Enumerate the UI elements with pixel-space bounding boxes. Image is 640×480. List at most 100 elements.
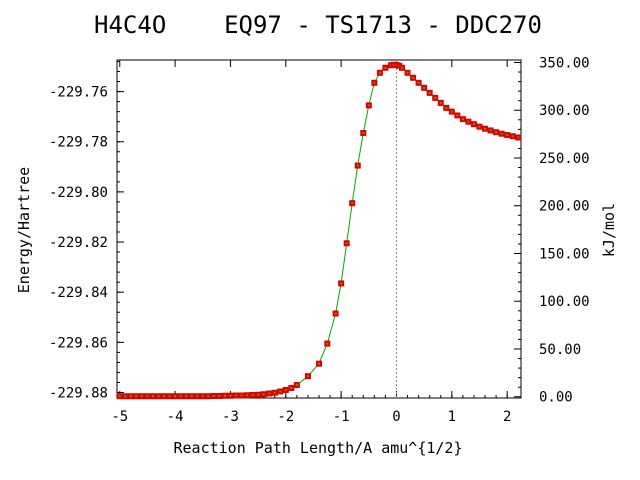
x-axis-label: Reaction Path Length/A amu^{1/2} bbox=[174, 439, 463, 457]
data-point-center bbox=[478, 125, 481, 128]
data-point-center bbox=[326, 342, 329, 345]
data-point-center bbox=[240, 394, 243, 397]
x-tick-label: -2 bbox=[277, 409, 294, 425]
data-point-center bbox=[151, 395, 154, 398]
data-point-center bbox=[124, 395, 127, 398]
data-point-center bbox=[423, 86, 426, 89]
y2-axis-label: kJ/mol bbox=[600, 203, 618, 257]
y-tick-label: -229.86 bbox=[49, 335, 108, 351]
data-point-center bbox=[489, 129, 492, 132]
y-axis-right: 0.00 50.00 100.00 150.00 200.00 250.00 300.00 3… bbox=[514, 55, 590, 406]
data-point-center bbox=[373, 81, 376, 84]
y-tick-label: -229.84 bbox=[49, 285, 108, 301]
data-point-center bbox=[174, 395, 177, 398]
data-point-center bbox=[223, 394, 226, 397]
x-tick-label: -3 bbox=[222, 409, 239, 425]
data-point-center bbox=[157, 395, 160, 398]
y-tick-label: -229.88 bbox=[49, 385, 108, 401]
y-tick-label: -229.80 bbox=[49, 185, 108, 201]
data-point-center bbox=[234, 394, 237, 397]
y2-tick-label: 350.00 bbox=[539, 55, 590, 71]
plot-area bbox=[116, 61, 522, 400]
chart-title: H4C4O EQ97 - TS1713 - DDC270 bbox=[94, 11, 542, 39]
data-point-center bbox=[196, 395, 199, 398]
y-axis-label: Energy/Hartree bbox=[15, 167, 33, 293]
data-point-center bbox=[334, 312, 337, 315]
data-point-center bbox=[517, 136, 520, 139]
data-point-center bbox=[290, 386, 293, 389]
data-point-center bbox=[129, 395, 132, 398]
data-point-center bbox=[367, 104, 370, 107]
data-point-center bbox=[384, 66, 387, 69]
data-point-center bbox=[472, 123, 475, 126]
data-point-center bbox=[168, 395, 171, 398]
data-point-center bbox=[428, 91, 431, 94]
data-point-center bbox=[511, 135, 514, 138]
data-point-center bbox=[495, 131, 498, 134]
data-point-center bbox=[190, 395, 193, 398]
data-point-center bbox=[201, 395, 204, 398]
y2-tick-label: 100.00 bbox=[539, 294, 590, 310]
data-point-center bbox=[218, 394, 221, 397]
data-point-center bbox=[207, 395, 210, 398]
data-point-center bbox=[268, 392, 271, 395]
data-point-center bbox=[450, 110, 453, 113]
data-point-center bbox=[484, 127, 487, 130]
y2-tick-label: 50.00 bbox=[539, 342, 581, 358]
data-point-center bbox=[378, 71, 381, 74]
data-point-center bbox=[401, 66, 404, 69]
data-point-center bbox=[500, 132, 503, 135]
data-point-center bbox=[140, 395, 143, 398]
data-point-center bbox=[284, 388, 287, 391]
data-point-center bbox=[318, 362, 320, 365]
data-point-center bbox=[118, 395, 121, 398]
y2-tick-label: 150.00 bbox=[539, 246, 590, 262]
data-point-center bbox=[356, 164, 359, 167]
data-point-center bbox=[246, 394, 249, 397]
x-tick-label: 1 bbox=[448, 409, 456, 425]
data-point-center bbox=[456, 114, 459, 117]
data-point-center bbox=[163, 395, 166, 398]
data-point-center bbox=[445, 106, 448, 109]
data-point-center bbox=[135, 395, 138, 398]
x-tick-label: -5 bbox=[111, 409, 128, 425]
data-point-center bbox=[146, 395, 149, 398]
data-point-center bbox=[257, 393, 260, 396]
plot-frame bbox=[116, 59, 522, 399]
data-point-center bbox=[179, 395, 182, 398]
data-point-center bbox=[340, 282, 343, 285]
data-point-center bbox=[461, 118, 464, 121]
x-tick-label: 0 bbox=[392, 409, 400, 425]
y2-tick-label: 200.00 bbox=[539, 199, 590, 215]
y2-tick-label: 0.00 bbox=[539, 390, 573, 406]
data-point-center bbox=[251, 393, 254, 396]
data-point-center bbox=[345, 242, 348, 245]
x-tick-label: -4 bbox=[167, 409, 184, 425]
data-point-center bbox=[406, 71, 409, 74]
y2-tick-label: 300.00 bbox=[539, 103, 590, 119]
y-axis-left: -229.88 -229.86 -229.84 -229.82 -229.80 -229.… bbox=[49, 61, 124, 401]
data-point-center bbox=[273, 391, 276, 394]
y-tick-label: -229.78 bbox=[49, 135, 108, 151]
data-point-center bbox=[434, 96, 437, 99]
data-point-center bbox=[412, 76, 415, 79]
x-axis: -5 -4 -3 -2 -1 0 1 2 bbox=[111, 60, 511, 425]
data-point-center bbox=[439, 101, 442, 104]
data-point-center bbox=[295, 383, 298, 386]
data-point-center bbox=[467, 120, 470, 123]
x-tick-label: 2 bbox=[503, 409, 511, 425]
data-point-center bbox=[212, 394, 215, 397]
data-point-center bbox=[185, 395, 188, 398]
data-point-center bbox=[362, 131, 365, 134]
x-tick-label: -1 bbox=[333, 409, 350, 425]
y-tick-label: -229.76 bbox=[49, 85, 108, 101]
data-point-center bbox=[279, 390, 282, 393]
data-point-center bbox=[262, 393, 265, 396]
data-point-center bbox=[417, 81, 420, 84]
data-point-center bbox=[229, 394, 232, 397]
y2-tick-label: 250.00 bbox=[539, 151, 590, 167]
data-point-center bbox=[306, 375, 309, 378]
data-point-center bbox=[506, 133, 509, 136]
data-point-center bbox=[351, 202, 354, 205]
